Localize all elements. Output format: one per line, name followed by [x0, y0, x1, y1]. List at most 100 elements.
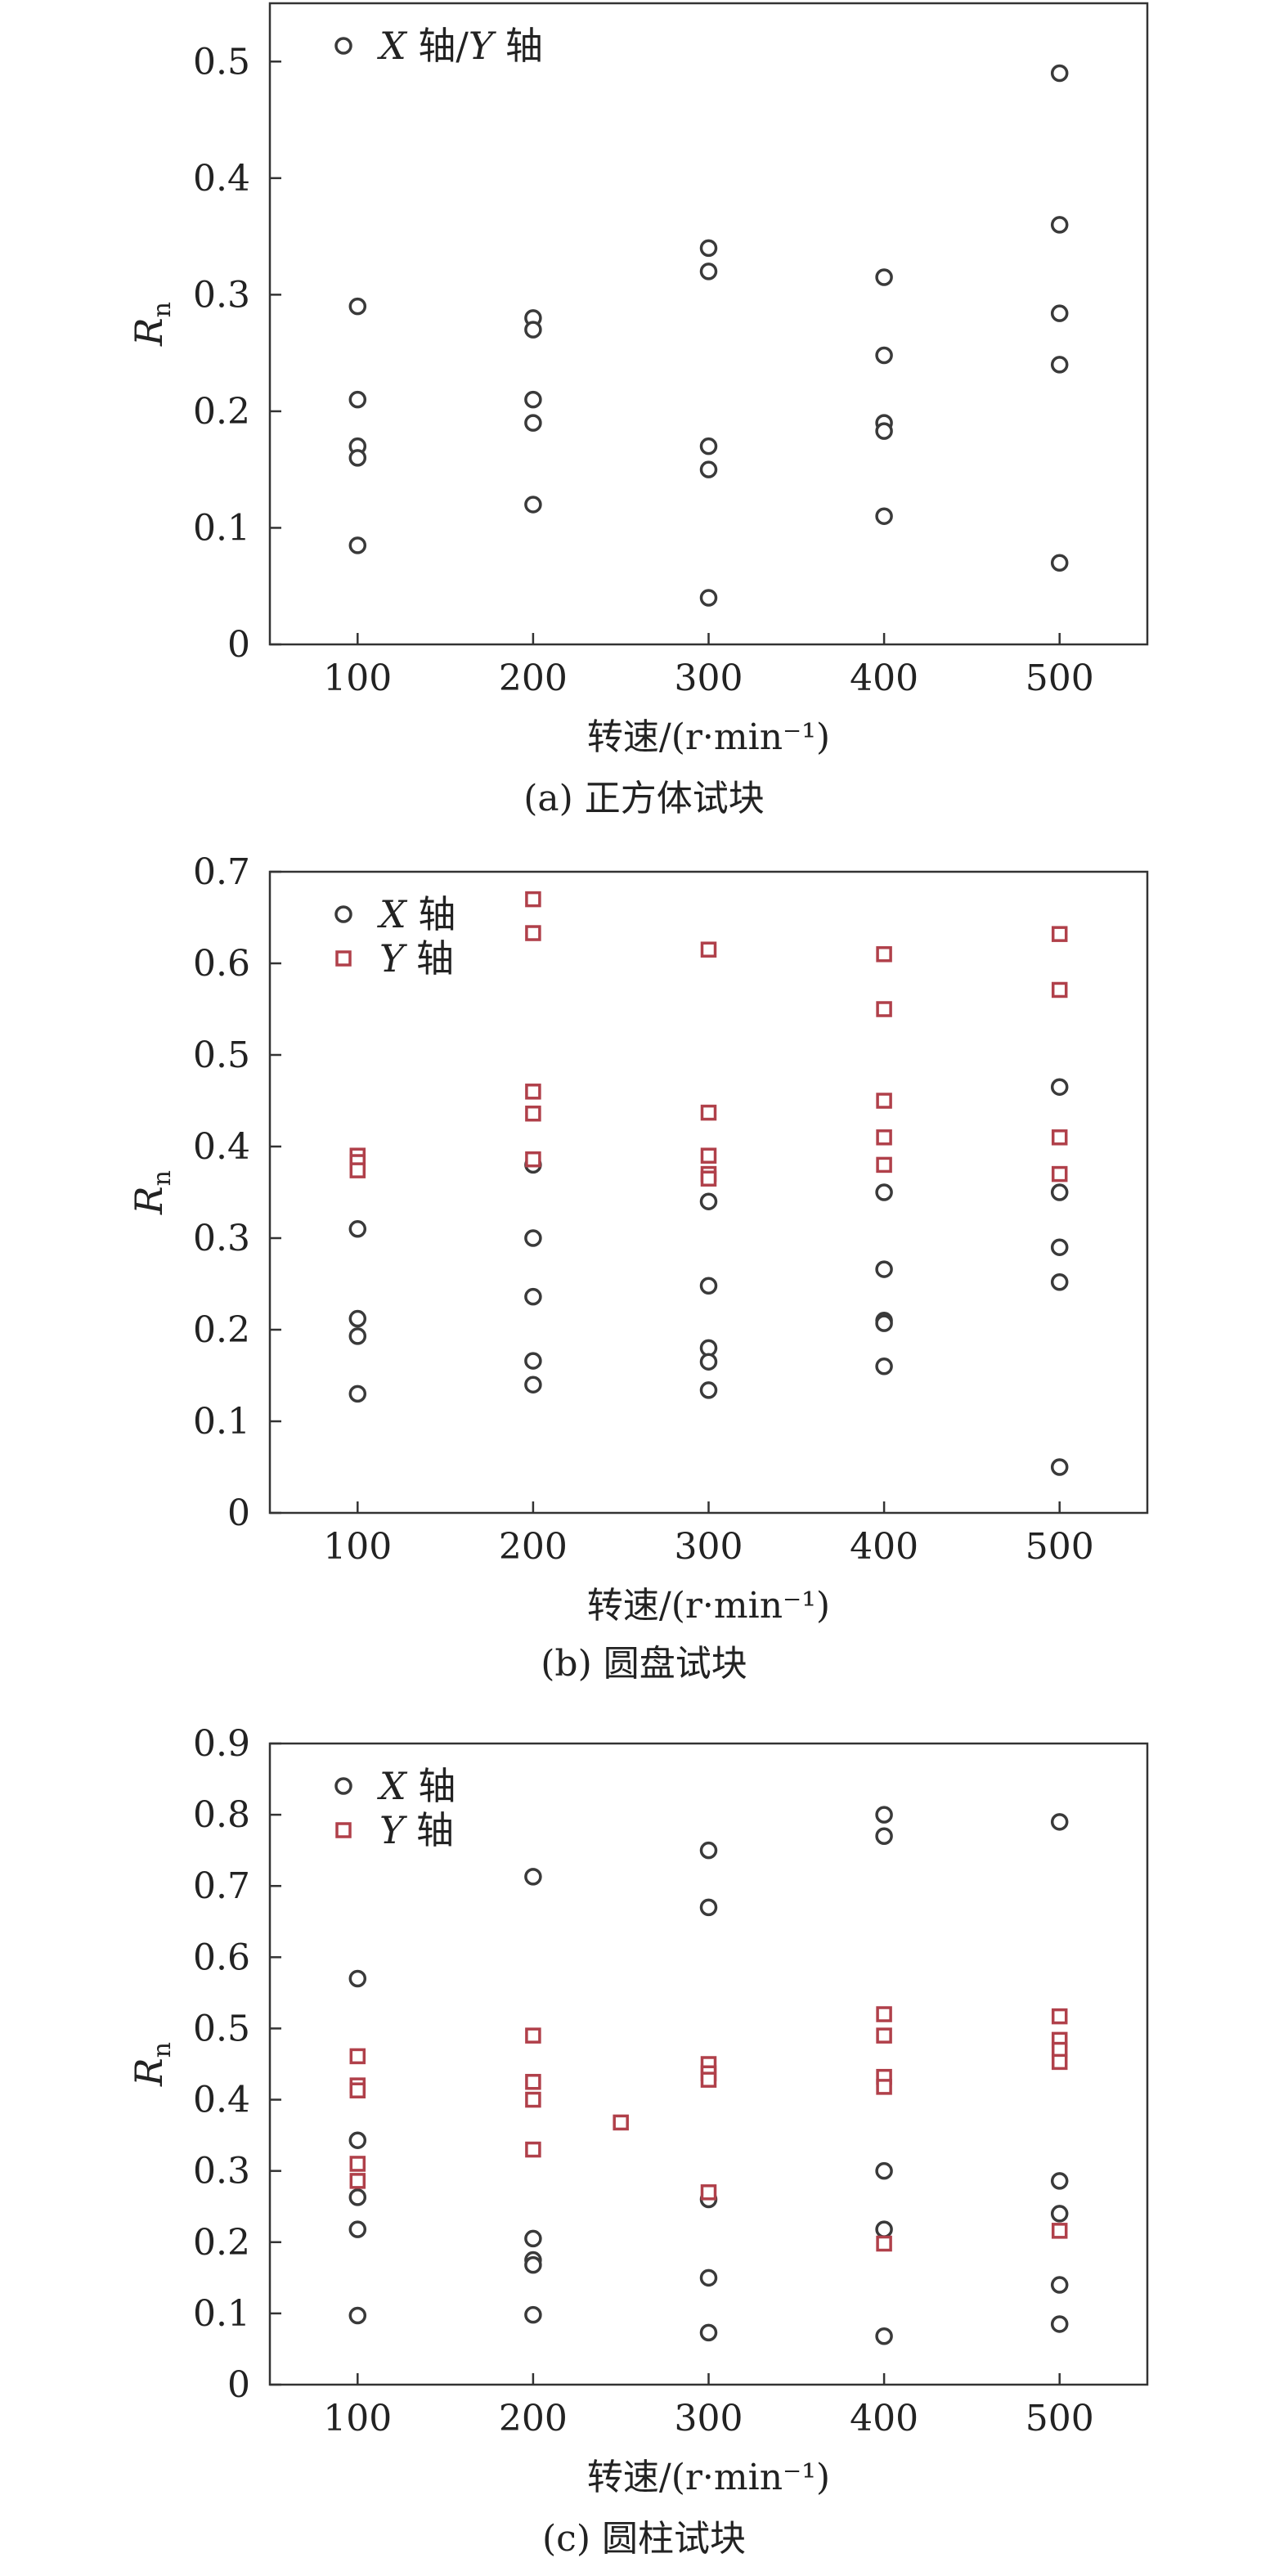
data-point-y	[700, 1104, 717, 1121]
x-axis-label: 转速/(r·min⁻¹)	[587, 2457, 830, 2498]
data-point-x	[524, 496, 542, 514]
x-tick-label: 500	[1025, 1526, 1094, 1568]
data-point-x	[348, 390, 367, 409]
y-tick-label: 0.2	[193, 391, 250, 433]
data-point-y	[876, 1156, 892, 1174]
data-point-x	[875, 2161, 893, 2180]
chart-panel-b: 0 0.1 0.2 0.3 0.4 0.5 0.6 0.7 100 200 300 400 500 转速/…	[0, 851, 1288, 1701]
data-point-x	[699, 263, 718, 280]
data-point-x	[699, 1192, 718, 1210]
data-point-y	[349, 2048, 366, 2065]
data-point-y	[525, 2091, 541, 2108]
data-point-y	[700, 941, 717, 958]
data-point-y	[525, 891, 541, 908]
data-point-y	[525, 1151, 541, 1168]
data-point-y	[700, 2184, 717, 2201]
data-point-x	[348, 1220, 367, 1238]
y-tick-label: 0.4	[193, 2080, 250, 2121]
data-point-y	[876, 2079, 892, 2095]
y-tick-label: 0.8	[193, 1794, 250, 1836]
data-point-x	[699, 2323, 718, 2342]
y-tick-label: 0.2	[193, 1309, 250, 1351]
data-point-x	[699, 589, 718, 607]
data-point-y	[876, 2006, 892, 2022]
data-point-y	[525, 2027, 541, 2044]
data-point-x	[699, 239, 718, 258]
y-tick-label: 0.1	[193, 1401, 250, 1443]
data-point-x	[875, 1260, 893, 1278]
x-tick-label: 400	[850, 657, 918, 699]
data-point-y	[700, 1147, 717, 1164]
data-point-x	[1050, 1183, 1069, 1201]
y-tick-label: 0.2	[193, 2222, 250, 2264]
data-point-y	[1051, 2223, 1068, 2239]
y-tick-label: 0.3	[193, 2151, 250, 2192]
data-point-y	[525, 2074, 541, 2090]
data-point-y	[876, 2027, 892, 2044]
x-tick-label: 100	[323, 2398, 392, 2439]
data-point-x	[699, 460, 718, 478]
legend-marker	[334, 1777, 352, 1795]
data-point-x	[348, 2220, 367, 2238]
data-point-x	[699, 1898, 718, 1917]
data-point-x	[875, 2220, 893, 2238]
data-point-x	[348, 1969, 367, 1988]
data-point-x	[699, 1277, 718, 1295]
data-point-x	[524, 2255, 542, 2274]
x-axis-label: 转速/(r·min⁻¹)	[587, 1585, 830, 1627]
legend-marker	[335, 1822, 352, 1838]
y-tick-label: 0.7	[193, 851, 250, 893]
y-tick-label: 0	[227, 624, 250, 666]
data-point-y	[1051, 2053, 1068, 2071]
scatter-chart-a: 0 0.1 0.2 0.3 0.4 0.5 100 200 300 400 500 转速/(r·min…	[127, 2, 1149, 758]
legend-label: X 轴/Y 轴	[377, 24, 543, 68]
y-axis-label: Rn	[127, 302, 177, 347]
x-tick-label: 300	[675, 2398, 743, 2439]
data-point-y	[349, 2082, 366, 2098]
data-point-y	[876, 1093, 892, 1109]
data-point-y	[1051, 1165, 1068, 1183]
y-tick-label: 0.5	[193, 2008, 250, 2049]
data-point-x	[348, 2306, 367, 2325]
chart-panel-c: 0 0.1 0.2 0.3 0.4 0.5 0.6 0.7 0.8 0.9 100 200 300 400…	[0, 1723, 1288, 2576]
data-point-y	[525, 925, 541, 941]
legend-marker	[334, 905, 352, 923]
data-point-x	[524, 321, 542, 339]
data-point-y	[700, 2071, 717, 2088]
chart-caption-b: (b) 圆盘试块	[541, 1643, 747, 1685]
y-tick-label: 0.6	[193, 1936, 250, 1978]
plot-frame	[268, 2, 1149, 646]
data-point-x	[1050, 216, 1069, 234]
data-point-x	[1050, 64, 1069, 83]
x-tick-label: 400	[850, 2398, 918, 2439]
data-point-x	[875, 1183, 893, 1201]
y-tick-label: 0.7	[193, 1865, 250, 1907]
x-tick-label: 200	[499, 2398, 568, 2439]
x-tick-label: 100	[323, 657, 392, 699]
data-point-x	[524, 1376, 542, 1393]
data-point-x	[1050, 2205, 1069, 2223]
data-point-x	[875, 422, 893, 440]
data-point-y	[1051, 2008, 1068, 2025]
data-point-x	[348, 2188, 367, 2206]
data-point-x	[348, 297, 367, 316]
y-tick-label: 0.3	[193, 274, 250, 316]
data-point-y	[349, 1162, 366, 1178]
data-point-x	[1050, 1238, 1069, 1256]
x-tick-label: 500	[1025, 2398, 1094, 2439]
data-point-x	[1050, 1458, 1069, 1476]
y-axis-label: Rn	[127, 1170, 177, 1215]
data-point-x	[1050, 1273, 1069, 1291]
y-tick-label: 0.4	[193, 158, 250, 200]
data-point-x	[699, 1381, 718, 1399]
y-tick-label: 0.5	[193, 41, 250, 83]
scatter-chart-b: 0 0.1 0.2 0.3 0.4 0.5 0.6 0.7 100 200 300 400 500 转速/…	[127, 851, 1149, 1627]
data-point-x	[524, 390, 542, 409]
data-point-x	[1050, 304, 1069, 322]
data-point-x	[348, 536, 367, 554]
x-tick-label: 400	[850, 1526, 918, 1568]
data-point-x	[875, 268, 893, 286]
y-tick-label: 0.5	[193, 1034, 250, 1076]
x-tick-label: 500	[1025, 657, 1094, 699]
data-point-x	[699, 437, 718, 456]
